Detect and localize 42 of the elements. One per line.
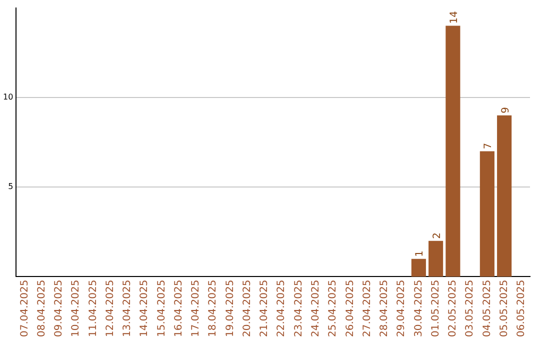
x-tick-label: 09.04.2025 <box>54 280 65 338</box>
x-tick-label: 04.05.2025 <box>482 280 493 338</box>
x-tick-label: 26.04.2025 <box>344 280 356 338</box>
data-label: 2 <box>432 232 443 239</box>
x-tick-label: 30.04.2025 <box>413 280 424 338</box>
y-tick-label: 5 <box>8 182 14 192</box>
x-tick-label: 20.04.2025 <box>242 280 253 338</box>
x-tick-label: 19.04.2025 <box>224 280 236 338</box>
x-tick-label: 18.04.2025 <box>208 280 219 338</box>
bar <box>446 26 460 277</box>
x-tick-label: 22.04.2025 <box>276 280 288 338</box>
x-tick-label: 12.04.2025 <box>104 280 116 338</box>
x-tick-label: 02.05.2025 <box>448 280 459 338</box>
x-tick-label: 29.04.2025 <box>396 280 408 338</box>
x-tick-label: 07.04.2025 <box>19 280 30 338</box>
x-tick-label: 11.04.2025 <box>88 280 99 338</box>
data-label: 1 <box>414 250 426 257</box>
bar <box>480 151 494 277</box>
x-tick-label: 14.04.2025 <box>139 280 150 338</box>
x-tick-label: 21.04.2025 <box>259 280 270 338</box>
x-tick-label: 10.04.2025 <box>70 280 82 338</box>
x-tick-label: 06.05.2025 <box>516 280 528 338</box>
x-tick-label: 24.04.2025 <box>310 280 322 338</box>
data-label: 14 <box>448 10 460 24</box>
x-tick-label: 25.04.2025 <box>328 280 339 338</box>
x-tick-label: 23.04.2025 <box>293 280 304 338</box>
x-tick-label: 08.04.2025 <box>36 280 48 338</box>
bar <box>411 258 426 277</box>
data-label: 7 <box>483 142 494 150</box>
x-tick-label: 03.05.2025 <box>464 280 476 338</box>
x-tick-label: 27.04.2025 <box>362 280 373 338</box>
bar <box>428 240 444 277</box>
bar <box>497 115 512 277</box>
x-tick-label: 15.04.2025 <box>156 280 168 338</box>
data-label: 9 <box>500 107 512 114</box>
x-tick-label: 28.04.2025 <box>379 280 390 338</box>
y-tick-label: 10 <box>2 92 14 102</box>
x-tick-label: 01.05.2025 <box>430 280 442 338</box>
x-tick-label: 17.04.2025 <box>190 280 202 338</box>
x-tick-label: 13.04.2025 <box>122 280 134 338</box>
x-tick-label: 05.05.2025 <box>498 280 510 338</box>
x-tick-label: 16.04.2025 <box>173 280 184 338</box>
